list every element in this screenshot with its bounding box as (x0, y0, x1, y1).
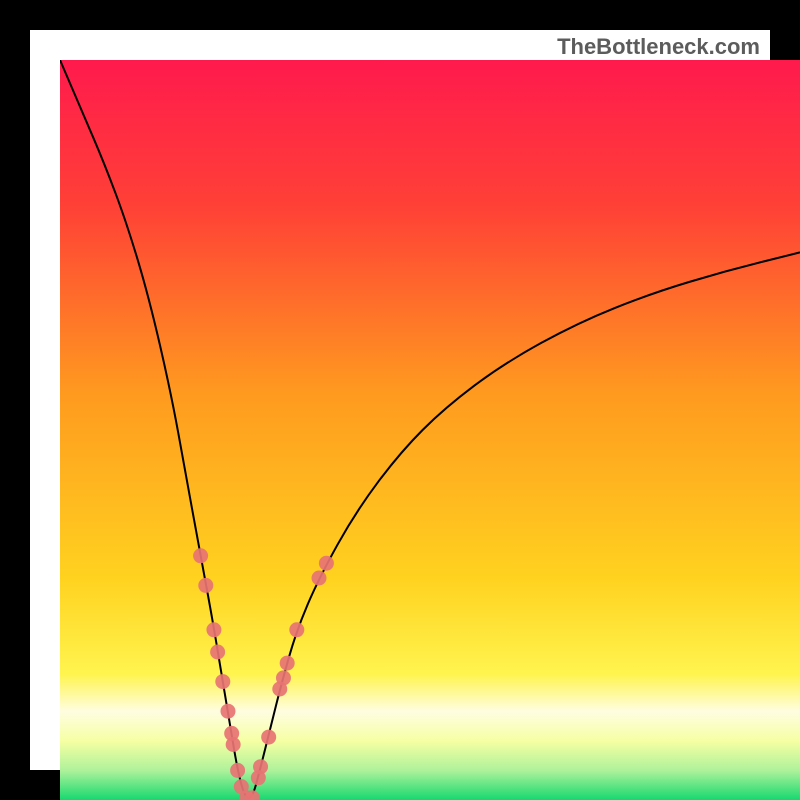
data-point (226, 737, 241, 752)
data-point (206, 622, 221, 637)
data-point (312, 571, 327, 586)
data-point (198, 578, 213, 593)
data-point (193, 548, 208, 563)
bottleneck-curve-chart (60, 60, 800, 800)
data-point (289, 622, 304, 637)
data-point (220, 704, 235, 719)
data-point (210, 645, 225, 660)
data-point (276, 670, 291, 685)
data-point (215, 674, 230, 689)
data-point (319, 556, 334, 571)
gradient-background (60, 60, 800, 800)
data-point (261, 730, 276, 745)
attribution-label: TheBottleneck.com (557, 34, 760, 60)
data-point (280, 656, 295, 671)
chart-frame: TheBottleneck.com (0, 0, 800, 800)
data-point (230, 763, 245, 778)
data-point (253, 759, 268, 774)
